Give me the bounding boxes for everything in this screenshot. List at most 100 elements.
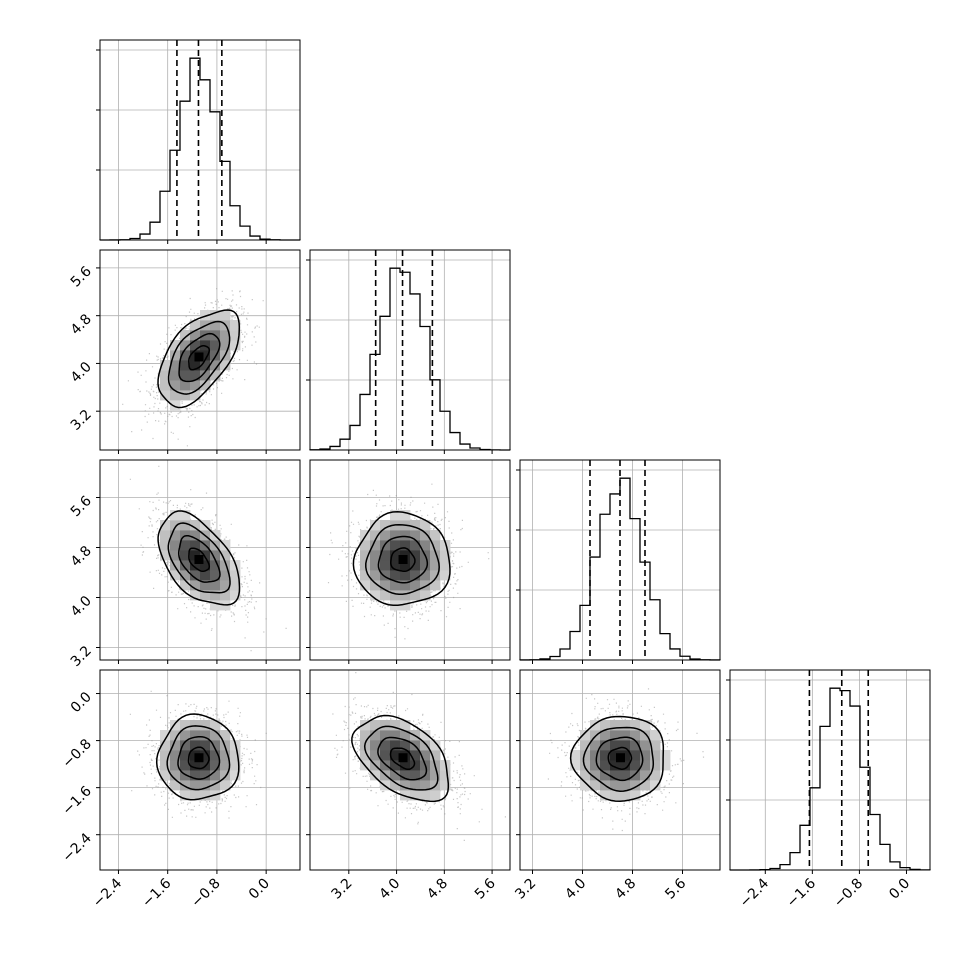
density-cell	[400, 720, 411, 731]
density-cell	[170, 730, 181, 741]
density-peak	[194, 352, 204, 362]
density-cell	[610, 770, 621, 781]
contour-line-2	[363, 725, 439, 791]
density-cell	[420, 530, 431, 541]
contour-line-2	[365, 523, 440, 596]
density-cell	[420, 540, 431, 551]
density-cell	[610, 730, 621, 741]
density-cell	[420, 730, 431, 741]
density-cell	[620, 770, 631, 781]
density-cell	[360, 540, 371, 551]
density-cell	[230, 570, 241, 581]
density-cell	[410, 780, 421, 791]
density-cell	[200, 750, 211, 761]
density-cell	[210, 310, 221, 321]
density-cell	[620, 780, 631, 791]
density-cell	[370, 750, 381, 761]
density-cell	[190, 780, 201, 791]
density-cell	[590, 740, 601, 751]
density-cell	[410, 760, 421, 771]
density-cell	[210, 770, 221, 781]
histogram-panel-0	[96, 39, 301, 241]
y-tick-label: 5.6	[68, 493, 95, 520]
contour-line-1	[177, 735, 221, 780]
histogram-step	[99, 57, 301, 241]
density-cell	[440, 770, 451, 781]
panel-frame	[729, 669, 931, 871]
density-cell	[190, 790, 201, 801]
density-cell	[390, 750, 401, 761]
density-cell	[620, 750, 631, 761]
density-cell	[220, 360, 231, 371]
y-tick-label: 4.8	[68, 543, 95, 570]
density-cell	[610, 750, 621, 761]
density-cell	[170, 520, 181, 531]
density-cell	[390, 540, 401, 551]
density-cell	[180, 360, 191, 371]
density-cell	[200, 770, 211, 781]
density-cell	[400, 590, 411, 601]
density-cell	[210, 570, 221, 581]
y-tick-label: 4.0	[68, 359, 95, 386]
x-tick-label: 4.8	[424, 876, 451, 903]
y-tick-label: −0.8	[59, 736, 94, 771]
density-cell	[410, 770, 421, 781]
density-cell	[170, 400, 181, 411]
density-cell	[630, 780, 641, 791]
contour-line-3	[351, 714, 450, 803]
density-cell	[170, 770, 181, 781]
density-cell	[410, 580, 421, 591]
density-cell	[410, 560, 421, 571]
density-cell	[190, 330, 201, 341]
contour-line-3	[155, 713, 240, 801]
density-cell	[650, 750, 661, 761]
density-cell	[200, 370, 211, 381]
density-cell	[170, 370, 181, 381]
density-cell	[410, 540, 421, 551]
density-cell	[380, 730, 391, 741]
density-cell	[170, 760, 181, 771]
density-cell	[180, 730, 191, 741]
density-cell	[180, 370, 191, 381]
density-cell	[390, 590, 401, 601]
density-cell	[360, 750, 371, 761]
y-tick-label: 4.0	[68, 593, 95, 620]
density-cell	[200, 790, 211, 801]
contour-line-3	[157, 309, 241, 409]
y-tick-label: −1.6	[59, 783, 94, 818]
density-cell	[200, 310, 211, 321]
contour-line-0	[187, 746, 210, 770]
density-cell	[200, 380, 211, 391]
density-cell	[580, 740, 591, 751]
density-cell	[170, 550, 181, 561]
density-cell	[420, 750, 431, 761]
density-peak	[194, 753, 204, 763]
density-cell	[180, 520, 191, 531]
density-cell	[170, 360, 181, 371]
density-cell	[630, 730, 641, 741]
density-cell	[660, 750, 671, 761]
panel-frame	[99, 249, 301, 451]
density-cell	[180, 570, 191, 581]
density-cell	[220, 590, 231, 601]
density-cell	[400, 780, 411, 791]
histogram-step	[309, 267, 511, 451]
density-panel-3-0	[99, 669, 301, 871]
histogram-panel-1	[306, 249, 511, 451]
density-cell	[640, 720, 651, 731]
density-cell	[220, 580, 231, 591]
density-cell	[180, 750, 191, 761]
density-cell	[400, 580, 411, 591]
density-cell	[390, 760, 401, 771]
x-tick-label: −2.4	[737, 875, 772, 910]
density-cell	[420, 570, 431, 581]
density-cell	[200, 350, 211, 361]
density-cell	[580, 730, 591, 741]
density-cell	[220, 310, 231, 321]
density-cell	[590, 750, 601, 761]
density-cell	[200, 780, 211, 791]
density-cell	[200, 570, 211, 581]
density-cell	[230, 590, 241, 601]
density-cell	[380, 590, 391, 601]
density-cell	[230, 580, 241, 591]
